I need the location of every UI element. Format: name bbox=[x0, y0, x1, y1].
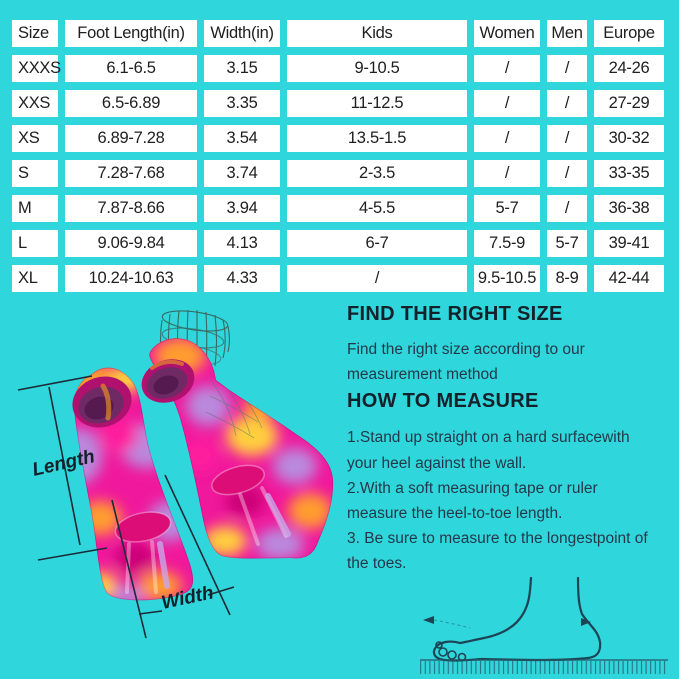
header-cell-foot-length: Foot Length(in) bbox=[65, 20, 197, 47]
width-dimension-lines bbox=[111, 474, 235, 639]
table-header-row: Size Foot Length(in) Width(in) Kids Wome… bbox=[12, 20, 664, 47]
measure-step-line: 2.With a soft measuring tape or ruler bbox=[347, 479, 598, 497]
find-size-body: Find the right size according to our mea… bbox=[347, 337, 669, 387]
table-cell: / bbox=[547, 90, 587, 117]
table-cell: 6.1-6.5 bbox=[65, 55, 197, 82]
table-cell: / bbox=[474, 125, 540, 152]
table-cell: 6.89-7.28 bbox=[65, 125, 197, 152]
table-cell: 27-29 bbox=[594, 90, 664, 117]
table-cell: / bbox=[547, 195, 587, 222]
table-row: XL 10.24-10.63 4.33 / 9.5-10.5 8-9 42-44 bbox=[12, 265, 664, 292]
table-cell: 7.87-8.66 bbox=[65, 195, 197, 222]
table-cell: 4-5.5 bbox=[287, 195, 467, 222]
table-cell: 4.33 bbox=[204, 265, 280, 292]
header-cell-europe: Europe bbox=[594, 20, 664, 47]
left-fin-heel-hole bbox=[114, 511, 172, 543]
table-cell: 13.5-1.5 bbox=[287, 125, 467, 152]
how-to-measure-title: HOW TO MEASURE bbox=[347, 390, 539, 413]
table-cell: 42-44 bbox=[594, 265, 664, 292]
table-cell: 5-7 bbox=[474, 195, 540, 222]
table-cell: 36-38 bbox=[594, 195, 664, 222]
table-cell: / bbox=[547, 125, 587, 152]
table-row: XXS 6.5-6.89 3.35 11-12.5 / / 27-29 bbox=[12, 90, 664, 117]
ruler-icon bbox=[420, 659, 668, 674]
table-cell: 11-12.5 bbox=[287, 90, 467, 117]
measure-step-line: your heel against the wall. bbox=[347, 454, 527, 472]
table-cell: / bbox=[547, 55, 587, 82]
table-cell: 7.28-7.68 bbox=[65, 160, 197, 187]
table-row: L 9.06-9.84 4.13 6-7 7.5-9 5-7 39-41 bbox=[12, 230, 664, 257]
table-cell: 33-35 bbox=[594, 160, 664, 187]
foot-measure-diagram bbox=[420, 576, 668, 674]
header-cell-size: Size bbox=[12, 20, 58, 47]
table-cell: 24-26 bbox=[594, 55, 664, 82]
table-cell: 4.13 bbox=[204, 230, 280, 257]
table-cell: 7.5-9 bbox=[474, 230, 540, 257]
table-cell: 6.5-6.89 bbox=[65, 90, 197, 117]
table-row: XXXS 6.1-6.5 3.15 9-10.5 / / 24-26 bbox=[12, 55, 664, 82]
table-row: S 7.28-7.68 3.74 2-3.5 / / 33-35 bbox=[12, 160, 664, 187]
foot-outline-icon bbox=[432, 576, 602, 662]
measure-step-line: measure the heel-to-toe length. bbox=[347, 505, 563, 523]
table-cell: / bbox=[474, 160, 540, 187]
table-cell: 2-3.5 bbox=[287, 160, 467, 187]
right-fin-heel-hole bbox=[211, 464, 265, 496]
table-cell: 5-7 bbox=[547, 230, 587, 257]
find-size-line: measurement method bbox=[347, 366, 498, 384]
table-cell: 30-32 bbox=[594, 125, 664, 152]
table-cell: XXS bbox=[12, 90, 58, 117]
fins-illustration: Length Width bbox=[17, 309, 334, 639]
table-cell: XL bbox=[12, 265, 58, 292]
table-cell: / bbox=[547, 160, 587, 187]
table-cell: XXXS bbox=[12, 55, 61, 82]
table-cell: 8-9 bbox=[547, 265, 587, 292]
measure-step-line: 3. Be sure to measure to the longestpoin… bbox=[347, 530, 648, 548]
header-cell-women: Women bbox=[474, 20, 540, 47]
table-cell: M bbox=[12, 195, 58, 222]
header-cell-width: Width(in) bbox=[204, 20, 280, 47]
table-cell: 3.35 bbox=[204, 90, 280, 117]
table-cell: 9.5-10.5 bbox=[474, 265, 540, 292]
measure-step-line: 1.Stand up straight on a hard surfacewit… bbox=[347, 429, 630, 447]
table-cell: / bbox=[474, 90, 540, 117]
table-cell: 6-7 bbox=[287, 230, 467, 257]
header-cell-men: Men bbox=[547, 20, 587, 47]
table-cell: 9.06-9.84 bbox=[65, 230, 197, 257]
table-cell: 3.94 bbox=[204, 195, 280, 222]
table-cell: XS bbox=[12, 125, 58, 152]
table-cell: / bbox=[474, 55, 540, 82]
length-dimension-lines bbox=[17, 375, 108, 561]
header-cell-kids: Kids bbox=[287, 20, 467, 47]
table-cell: 3.15 bbox=[204, 55, 280, 82]
size-table: Size Foot Length(in) Width(in) Kids Wome… bbox=[12, 20, 664, 292]
table-cell: 10.24-10.63 bbox=[65, 265, 197, 292]
table-cell: 3.74 bbox=[204, 160, 280, 187]
table-cell: 9-10.5 bbox=[287, 55, 467, 82]
measure-steps: 1.Stand up straight on a hard surfacewit… bbox=[347, 425, 669, 576]
table-row: XS 6.89-7.28 3.54 13.5-1.5 / / 30-32 bbox=[12, 125, 664, 152]
find-size-title: FIND THE RIGHT SIZE bbox=[347, 303, 563, 325]
measure-arrows bbox=[423, 616, 591, 629]
table-cell: S bbox=[12, 160, 58, 187]
measure-step-line: the toes. bbox=[347, 555, 407, 573]
table-row: M 7.87-8.66 3.94 4-5.5 5-7 / 36-38 bbox=[12, 195, 664, 222]
table-cell: 3.54 bbox=[204, 125, 280, 152]
table-cell: L bbox=[12, 230, 58, 257]
table-cell: 39-41 bbox=[594, 230, 664, 257]
find-size-line: Find the right size according to our bbox=[347, 341, 585, 358]
measure-info: FIND THE RIGHT SIZE Find the right size … bbox=[347, 302, 669, 577]
table-cell: / bbox=[287, 265, 467, 292]
